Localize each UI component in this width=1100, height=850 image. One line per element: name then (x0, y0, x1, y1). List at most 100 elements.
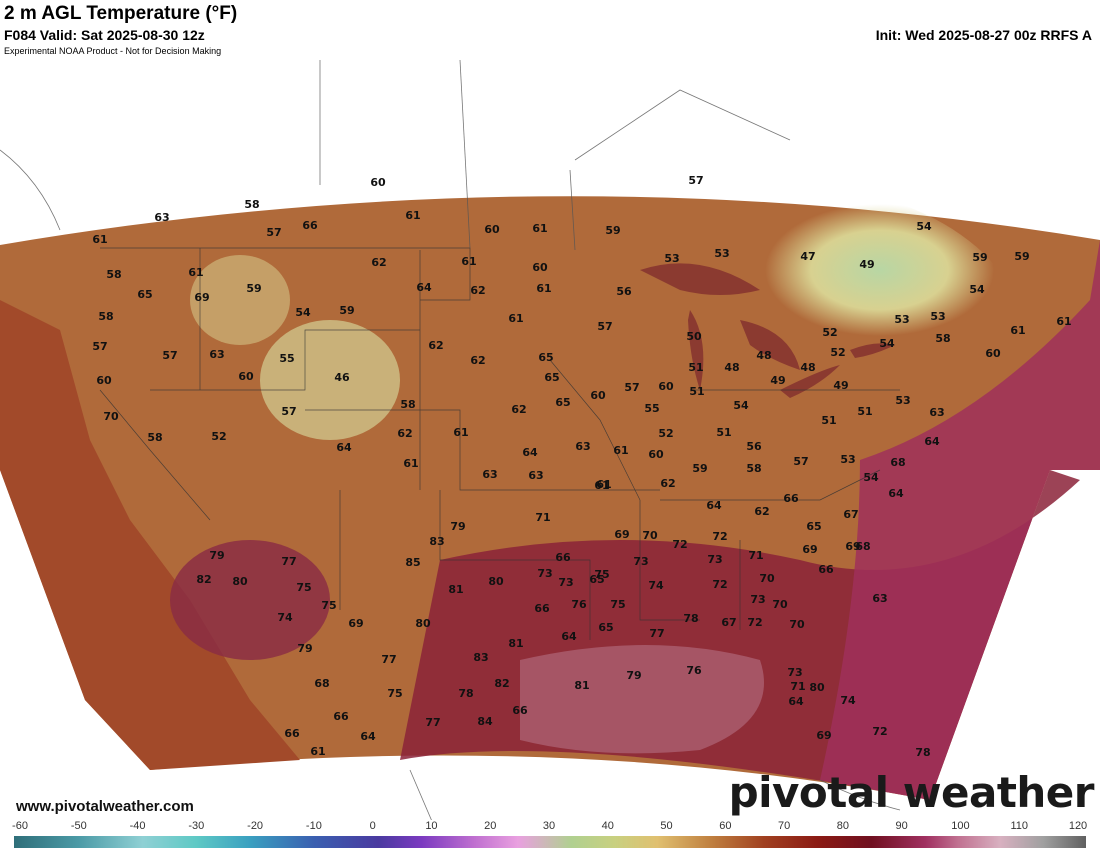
colorbar-tick: 90 (895, 820, 908, 832)
temperature-label: 61 (613, 444, 628, 457)
temperature-label: 63 (154, 211, 169, 224)
temperature-label: 76 (571, 598, 587, 611)
temperature-label: 69 (816, 729, 831, 742)
temperature-label: 77 (381, 653, 396, 666)
temperature-label: 68 (890, 456, 905, 469)
colorbar-tick: -50 (70, 820, 87, 832)
temperature-label: 59 (692, 462, 707, 475)
temperature-label: 73 (558, 576, 573, 589)
temperature-label: 72 (712, 578, 727, 591)
temperature-label: 60 (370, 176, 386, 189)
temperature-label: 64 (706, 499, 722, 512)
temperature-label: 70 (759, 572, 775, 585)
temperature-label: 51 (689, 385, 704, 398)
temperature-label: 48 (724, 361, 739, 374)
temperature-label: 54 (916, 220, 932, 233)
temperature-label: 69 (194, 291, 209, 304)
temperature-label: 58 (98, 310, 113, 323)
temperature-label: 62 (660, 477, 675, 490)
temperature-label: 56 (746, 440, 762, 453)
colorbar-tick: 20 (484, 820, 497, 832)
temperature-label: 57 (597, 320, 612, 333)
temperature-label: 64 (416, 281, 432, 294)
temperature-label: 57 (281, 405, 296, 418)
colorbar-tick: 30 (542, 820, 556, 832)
temperature-label: 66 (818, 563, 834, 576)
temperature-label: 63 (209, 348, 224, 361)
temperature-label: 62 (511, 403, 526, 416)
source-url[interactable]: www.pivotalweather.com (16, 798, 194, 815)
disclaimer: Experimental NOAA Product - Not for Deci… (4, 46, 222, 56)
temperature-label: 81 (574, 679, 589, 692)
colorbar-tick: 40 (601, 820, 614, 832)
temperature-label: 77 (649, 627, 664, 640)
temperature-label: 80 (232, 575, 248, 588)
temperature-label: 80 (809, 681, 825, 694)
temperature-label: 53 (664, 252, 679, 265)
temperature-label: 73 (750, 593, 765, 606)
temperature-label: 61 (594, 479, 609, 492)
temperature-label: 78 (915, 746, 930, 759)
temperature-label: 66 (512, 704, 528, 717)
colorbar-tick: -20 (247, 820, 264, 832)
temperature-label: 69 (348, 617, 363, 630)
temperature-label: 49 (833, 379, 848, 392)
colorbar-tick: -30 (188, 820, 205, 832)
temperature-label: 68 (855, 540, 870, 553)
brand-logo: pivotal weather (728, 768, 1095, 817)
valid-time: F084 Valid: Sat 2025-08-30 12z (4, 27, 205, 43)
temperature-label: 61 (310, 745, 325, 758)
temperature-label: 78 (458, 687, 473, 700)
atlantic-ocean (820, 240, 1100, 800)
temperature-label: 83 (429, 535, 444, 548)
temperature-label: 61 (405, 209, 420, 222)
coastlines (0, 59, 901, 820)
temperature-label: 59 (339, 304, 354, 317)
temperature-label: 79 (209, 549, 224, 562)
temperature-label: 66 (534, 602, 550, 615)
temperature-label: 62 (371, 256, 386, 269)
temperature-label: 72 (712, 530, 727, 543)
temperature-label: 75 (387, 687, 402, 700)
temperature-label: 79 (626, 669, 641, 682)
temperature-label: 60 (648, 448, 664, 461)
temperature-label: 48 (756, 349, 771, 362)
temperature-label: 53 (895, 394, 910, 407)
temperature-label: 65 (555, 396, 570, 409)
temperature-label: 54 (295, 306, 311, 319)
colorbar-tick: 50 (660, 820, 673, 832)
pacific-ocean (0, 300, 300, 770)
colorbar-tick: -60 (12, 820, 28, 832)
temperature-label: 54 (733, 399, 749, 412)
temperature-label: 62 (397, 427, 412, 440)
colorbar (14, 836, 1086, 848)
temperature-label: 75 (594, 568, 609, 581)
temperature-label: 57 (624, 381, 639, 394)
temperature-label: 65 (137, 288, 152, 301)
temperature-label: 60 (238, 370, 254, 383)
temperature-label: 58 (106, 268, 121, 281)
temperature-label: 58 (244, 198, 259, 211)
temperature-label: 81 (448, 583, 463, 596)
colorbar-tick: 10 (425, 820, 438, 832)
colorbar-tick: 110 (1010, 820, 1028, 832)
temperature-label: 54 (863, 471, 879, 484)
temperature-label: 66 (302, 219, 318, 232)
temperature-label: 60 (985, 347, 1001, 360)
temperature-label: 66 (284, 727, 300, 740)
temperature-label: 57 (266, 226, 281, 239)
colorbar-ticks: -60 -50 -40 -30 -20 -10 0 10 20 30 40 50 60 70 80 90 100… (0, 820, 1100, 834)
temperature-label: 79 (297, 642, 312, 655)
temperature-label: 70 (789, 618, 805, 631)
gulf-of-mexico (520, 645, 764, 754)
temperature-label: 47 (800, 250, 815, 263)
state-borders (99, 247, 900, 640)
temperature-label: 59 (605, 224, 620, 237)
temperature-label: 57 (688, 174, 703, 187)
temperature-label: 66 (333, 710, 349, 723)
lake-superior (640, 263, 760, 295)
temperature-label: 52 (658, 427, 673, 440)
temperature-label: 61 (403, 457, 418, 470)
temperature-label: 77 (281, 555, 296, 568)
colorbar-tick: 120 (1068, 820, 1088, 832)
